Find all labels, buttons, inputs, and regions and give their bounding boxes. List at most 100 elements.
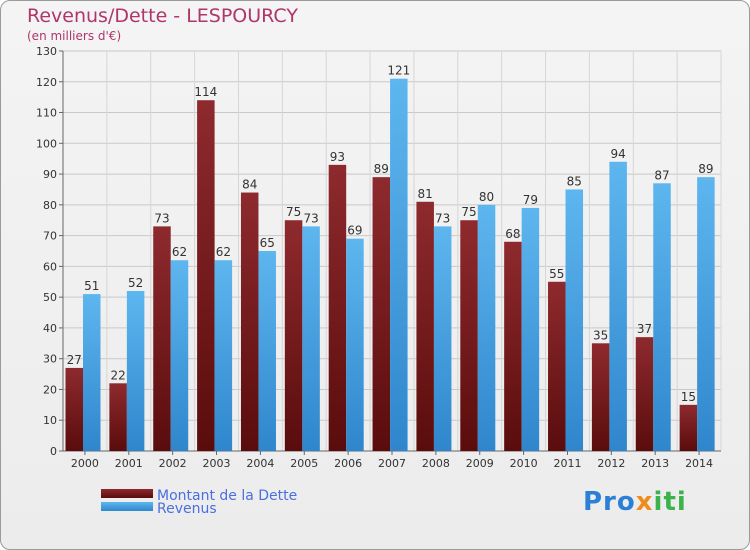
bar-dette (635, 337, 654, 451)
bar-value-label: 73 (435, 211, 450, 225)
bar-dette (240, 192, 259, 452)
bar-value-label: 87 (654, 168, 669, 182)
bar-dette (591, 343, 610, 451)
bar-value-label: 89 (374, 162, 389, 176)
bar-revenus (433, 226, 452, 451)
bar-value-label: 75 (286, 205, 301, 219)
bar-value-label: 35 (593, 328, 608, 342)
bar-value-label: 68 (505, 227, 520, 241)
bar-value-label: 65 (260, 236, 275, 250)
chart-subtitle: (en milliers d'€) (27, 29, 122, 43)
bar-value-label: 80 (479, 190, 494, 204)
y-tick-label: 60 (43, 260, 57, 273)
x-tick-label: 2007 (378, 457, 406, 470)
bar-revenus (258, 251, 276, 451)
bar-dette (460, 220, 478, 451)
bar-value-label: 55 (549, 267, 564, 281)
x-tick-label: 2012 (597, 457, 625, 470)
bar-value-label: 62 (172, 245, 187, 259)
bar-value-label: 73 (154, 211, 169, 225)
bar-revenus (609, 161, 627, 451)
bar-value-label: 114 (194, 85, 217, 99)
bars (65, 78, 715, 452)
bar-dette (548, 281, 566, 451)
x-tick-label: 2001 (115, 457, 143, 470)
bar-value-label: 85 (567, 174, 582, 188)
bar-value-label: 84 (242, 178, 257, 192)
proxiti-logo: Proxiti (583, 487, 687, 517)
bar-revenus (126, 291, 145, 451)
bar-dette (65, 367, 83, 451)
x-tick-label: 2003 (203, 457, 231, 470)
bar-revenus (521, 207, 540, 451)
y-tick-label: 110 (36, 107, 57, 120)
bar-value-label: 79 (523, 193, 538, 207)
x-tick-label: 2008 (422, 457, 450, 470)
y-tick-label: 130 (36, 45, 57, 58)
bar-dette (416, 201, 434, 451)
bar-value-label: 62 (216, 245, 231, 259)
bar-value-label: 89 (698, 162, 713, 176)
bar-revenus (214, 260, 233, 451)
y-tick-label: 120 (36, 76, 57, 89)
x-tick-label: 2002 (159, 457, 187, 470)
y-tick-label: 70 (43, 230, 57, 243)
bar-dette (679, 404, 698, 451)
bar-dette (372, 177, 391, 451)
bar-dette (153, 226, 171, 451)
legend-label: Revenus (157, 501, 217, 517)
bar-revenus (653, 183, 671, 452)
bar-value-label: 51 (84, 279, 99, 293)
bar-revenus (170, 260, 189, 451)
x-tick-label: 2014 (685, 457, 713, 470)
y-tick-label: 80 (43, 199, 57, 212)
bar-revenus (697, 177, 715, 451)
y-tick-label: 0 (50, 445, 57, 458)
x-tick-label: 2004 (246, 457, 274, 470)
bar-value-label: 93 (330, 150, 345, 164)
bar-revenus (83, 294, 101, 451)
bar-revenus (346, 238, 364, 451)
x-tick-label: 2006 (334, 457, 362, 470)
bar-dette (109, 383, 127, 451)
y-tick-label: 40 (43, 322, 57, 335)
bar-revenus (390, 78, 408, 451)
bar-dette (504, 241, 522, 451)
legend-swatch-dette (101, 489, 153, 498)
bar-dette (284, 220, 303, 451)
bar-value-label: 37 (637, 322, 652, 336)
bar-value-label: 15 (681, 390, 696, 404)
y-tick-label: 50 (43, 291, 57, 304)
bar-value-label: 81 (418, 187, 433, 201)
y-tick-label: 10 (43, 414, 57, 427)
bar-value-label: 27 (67, 353, 82, 367)
x-tick-label: 2005 (290, 457, 318, 470)
bar-value-label: 73 (303, 211, 318, 225)
chart-title: Revenus/Dette - LESPOURCY (27, 5, 298, 27)
x-tick-label: 2000 (71, 457, 99, 470)
bar-revenus (477, 204, 496, 451)
y-tick-label: 20 (43, 383, 57, 396)
bar-revenus (565, 189, 584, 451)
x-tick-label: 2009 (466, 457, 494, 470)
y-tick-label: 100 (36, 137, 57, 150)
y-tick-label: 90 (43, 168, 57, 181)
x-tick-label: 2011 (553, 457, 581, 470)
legend-swatch-revenus (101, 502, 153, 511)
y-tick-label: 30 (43, 353, 57, 366)
bar-value-label: 75 (461, 205, 476, 219)
bar-dette (197, 100, 215, 451)
bar-revenus (302, 226, 320, 451)
bar-dette (328, 164, 347, 451)
x-tick-label: 2010 (510, 457, 538, 470)
bar-value-label: 22 (110, 368, 125, 382)
x-tick-label: 2013 (641, 457, 669, 470)
legend-label: Montant de la Dette (157, 488, 297, 504)
bar-value-label: 121 (387, 64, 410, 78)
bar-value-label: 69 (347, 224, 362, 238)
bar-value-label: 52 (128, 276, 143, 290)
